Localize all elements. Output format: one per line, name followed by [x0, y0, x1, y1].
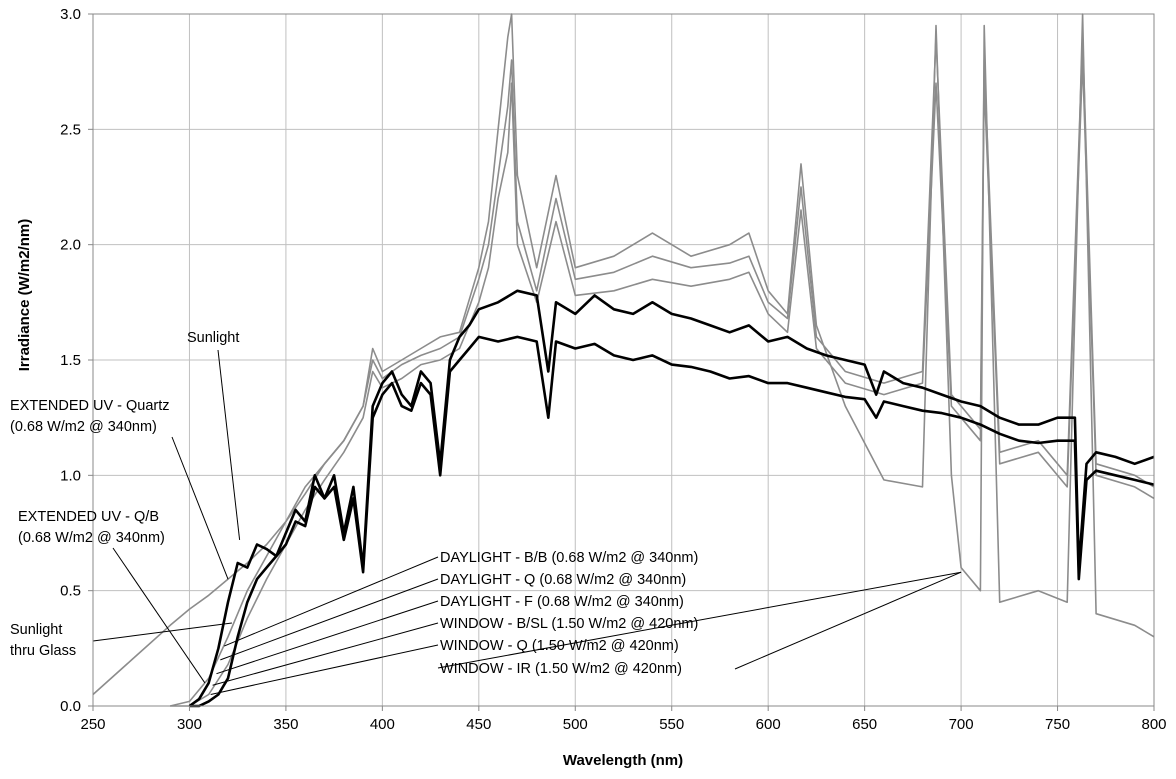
y-tick-label: 1.5 [60, 352, 81, 369]
annotation-leader-line [212, 622, 439, 686]
x-tick-label: 800 [1141, 716, 1166, 733]
x-tick-label: 750 [1045, 716, 1070, 733]
lamp-series-line [92, 13, 1155, 696]
annotation-leader-line [223, 556, 439, 647]
annotation-leader-line [217, 349, 241, 540]
x-tick-label: 650 [852, 716, 877, 733]
y-tick-label: 2.0 [60, 237, 81, 254]
x-tick-label: 600 [756, 716, 781, 733]
annotation-layer: Sunlight EXTENDED UV - Quartz (0.68 W/m2… [10, 330, 698, 677]
annotation-label: EXTENDED UV - Quartz [10, 398, 170, 414]
tick-layer: 250 300 350 400 450 500 550 600 650 700 750 800 0.0 0… [60, 6, 1166, 733]
annotation-leader-line [92, 622, 232, 642]
x-tick-label: 300 [177, 716, 202, 733]
annotation-label: DAYLIGHT - F (0.68 W/m2 @ 340nm) [440, 594, 684, 610]
y-tick-label: 2.5 [60, 121, 81, 138]
y-tick-label: 0.5 [60, 583, 81, 600]
annotation-label: Sunlight [10, 622, 62, 638]
annotation-label: (0.68 W/m2 @ 340nm) [10, 419, 157, 435]
annotation-leader-line [734, 571, 962, 670]
annotation-label: WINDOW - IR (1.50 W/m2 @ 420nm) [440, 661, 682, 677]
annotation-leader-line [171, 436, 229, 580]
annotation-label: WINDOW - Q (1.50 W/m2 @ 420nm) [440, 638, 679, 654]
annotation-label: EXTENDED UV - Q/B [18, 509, 159, 525]
leader-layer [92, 349, 962, 695]
x-tick-label: 350 [273, 716, 298, 733]
series-layer [92, 13, 1155, 708]
annotation-leader-line [220, 578, 439, 661]
x-tick-label: 400 [370, 716, 395, 733]
sunlight-series-line [188, 289, 1155, 708]
annotation-leader-line [437, 571, 962, 669]
annotation-label: thru Glass [10, 643, 76, 659]
x-axis-title: Wavelength (nm) [563, 752, 683, 769]
x-tick-label: 450 [466, 716, 491, 733]
annotation-label: DAYLIGHT - B/B (0.68 W/m2 @ 340nm) [440, 550, 698, 566]
annotation-label: Sunlight [187, 330, 239, 346]
annotation-label: DAYLIGHT - Q (0.68 W/m2 @ 340nm) [440, 572, 686, 588]
annotation-label: (0.68 W/m2 @ 340nm) [18, 530, 165, 546]
sunlight-series-line [189, 335, 1155, 708]
x-tick-label: 700 [949, 716, 974, 733]
annotation-label: WINDOW - B/SL (1.50 W/m2 @ 420nm) [440, 616, 698, 632]
y-axis-title: Irradiance (W/m2/nm) [16, 219, 33, 372]
annotation-leader-line [210, 644, 439, 695]
lamp-series-line [170, 59, 1155, 707]
y-tick-label: 3.0 [60, 6, 81, 23]
x-tick-label: 500 [563, 716, 588, 733]
annotation-leader-line [112, 547, 206, 684]
annotation-leader-line [216, 600, 439, 675]
x-tick-label: 250 [80, 716, 105, 733]
y-tick-label: 1.0 [60, 467, 81, 484]
x-tick-label: 550 [659, 716, 684, 733]
lamp-series-line [170, 36, 1155, 707]
y-tick-label: 0.0 [60, 698, 81, 715]
